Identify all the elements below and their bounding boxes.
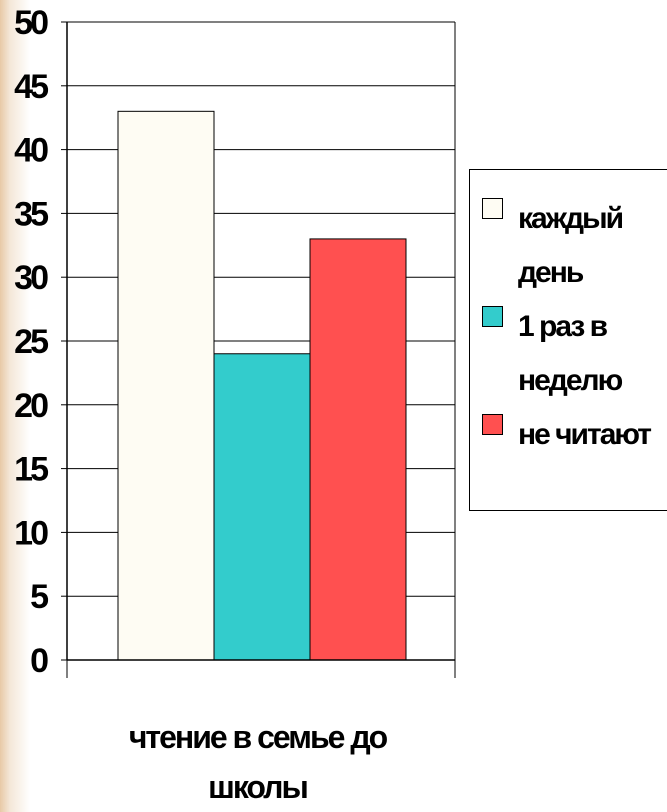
legend-label-weekly: 1 раз в неделю <box>518 300 667 408</box>
y-tick-label: 25 <box>14 323 48 361</box>
legend-label-weekly-line2: неделю <box>518 364 623 397</box>
legend-label-weekly-line1: 1 раз в <box>518 310 608 343</box>
axes <box>61 21 456 678</box>
y-tick-label: 20 <box>14 387 48 425</box>
y-tick-label: 45 <box>14 68 48 106</box>
y-tick-label: 35 <box>14 195 48 233</box>
legend-label-daily: каждый день <box>518 192 667 300</box>
bar <box>117 110 215 661</box>
y-tick-label: 5 <box>30 578 48 616</box>
legend-swatch-daily <box>482 198 503 219</box>
y-tick-label: 0 <box>30 642 48 680</box>
y-tick-label: 10 <box>14 514 48 552</box>
bar <box>309 238 407 661</box>
y-tick-labels: 0 5 10 15 20 25 30 35 40 45 50 <box>14 4 51 680</box>
y-tick-label: 30 <box>14 259 48 297</box>
legend-swatch-weekly <box>482 306 503 327</box>
legend-label-daily-line2: день <box>518 256 584 289</box>
legend-swatch-none <box>482 414 503 435</box>
x-category-label-line2: школы <box>208 769 309 805</box>
y-tick-label: 15 <box>14 451 48 489</box>
bar <box>213 353 311 661</box>
legend-label-daily-line1: каждый <box>518 202 624 235</box>
legend: каждый день 1 раз в неделю не читают <box>469 169 667 511</box>
legend-label-none-line1: не читают <box>518 418 652 451</box>
y-tick-label: 50 <box>14 4 48 42</box>
x-category-label-line1: чтение в семье до <box>128 719 388 755</box>
bars <box>117 110 407 661</box>
y-tick-label: 40 <box>14 132 48 170</box>
legend-label-none: не читают <box>518 408 667 462</box>
